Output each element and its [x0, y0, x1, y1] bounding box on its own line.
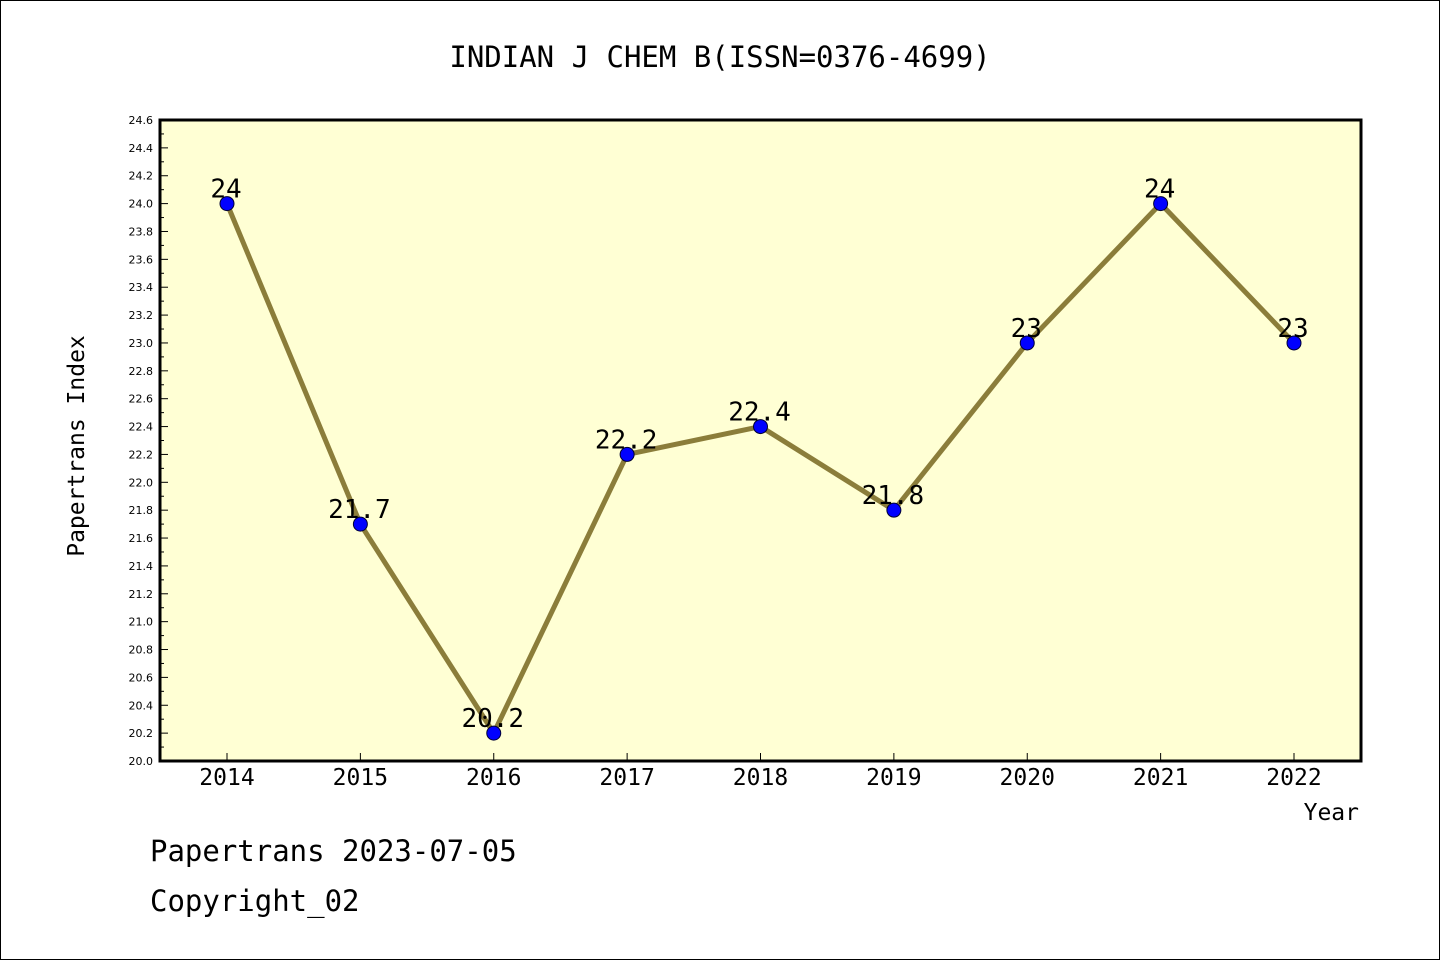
x-tick-label: 2016: [466, 765, 521, 791]
x-axis: 2014 2015 2016 2017 2018 2019 2020 2021 2022: [199, 753, 1322, 791]
y-tick-label: 21.2: [129, 588, 154, 601]
data-point: [753, 419, 768, 435]
plot-area: [158, 118, 1363, 763]
footer-copyright: Copyright_02: [150, 884, 360, 918]
data-point: [219, 196, 235, 212]
footer-date: Papertrans 2023-07-05: [150, 834, 517, 868]
chart-title: INDIAN J CHEM B(ISSN=0376-4699): [449, 40, 990, 74]
series: 24 21.7 20.2 22.2 22.4 21.8 23 24 23: [210, 175, 1309, 741]
y-tick-label: 21.6: [129, 532, 154, 545]
y-tick-label: 23.8: [129, 225, 154, 238]
data-label: 20.2: [461, 704, 524, 734]
y-tick-label: 23.0: [129, 337, 154, 350]
y-tick-label: 20.0: [129, 755, 154, 768]
y-axis-label: Papertrans Index: [64, 335, 90, 557]
data-label: 21.8: [862, 481, 925, 511]
y-tick-label: 21.8: [129, 504, 154, 517]
data-point: [486, 725, 502, 741]
data-label: 23: [1011, 314, 1042, 344]
y-tick-label: 22.8: [129, 365, 154, 378]
x-tick-label: 2022: [1266, 765, 1321, 791]
data-point: [1286, 335, 1302, 351]
data-label: 24: [1144, 175, 1175, 205]
data-label: 22.2: [595, 425, 658, 455]
y-tick-label: 22.0: [129, 476, 154, 489]
data-label: 21.7: [328, 495, 391, 525]
x-tick-label: 2017: [599, 765, 654, 791]
data-label: 23: [1277, 314, 1308, 344]
y-tick-label: 20.2: [129, 727, 154, 740]
y-tick-label: 21.0: [129, 616, 154, 629]
y-tick-label: 21.4: [129, 560, 154, 573]
data-point: [886, 502, 902, 518]
data-label: 22.4: [728, 398, 791, 428]
y-tick-label: 20.6: [129, 671, 154, 684]
y-tick-label: 22.6: [129, 393, 154, 406]
y-tick-label: 22.4: [129, 421, 154, 434]
y-tick-label: 24.4: [129, 142, 154, 155]
data-point: [619, 446, 635, 462]
data-label: 24: [210, 175, 241, 205]
y-tick-label: 24.0: [129, 198, 154, 211]
y-tick-label: 23.2: [129, 309, 154, 322]
x-tick-label: 2019: [866, 765, 921, 791]
y-axis: 20.0 20.2 20.4 20.6 20.8 21.0 21.2 21.4 21.6 21.8…: [129, 114, 168, 768]
x-tick-label: 2015: [333, 765, 388, 791]
x-tick-label: 2014: [199, 765, 254, 791]
y-tick-label: 23.6: [129, 253, 154, 266]
x-tick-label: 2018: [733, 765, 788, 791]
x-tick-label: 2021: [1133, 765, 1188, 791]
y-tick-label: 23.4: [129, 281, 154, 294]
y-tick-label: 20.8: [129, 644, 154, 657]
data-point: [1153, 196, 1169, 212]
y-tick-label: 20.4: [129, 699, 154, 712]
x-axis-label: Year: [1304, 800, 1359, 826]
data-point: [1019, 335, 1035, 351]
y-tick-label: 22.2: [129, 448, 154, 461]
y-tick-label: 24.2: [129, 170, 154, 183]
y-tick-label: 24.6: [129, 114, 154, 127]
x-tick-label: 2020: [1000, 765, 1055, 791]
data-point: [352, 516, 368, 532]
